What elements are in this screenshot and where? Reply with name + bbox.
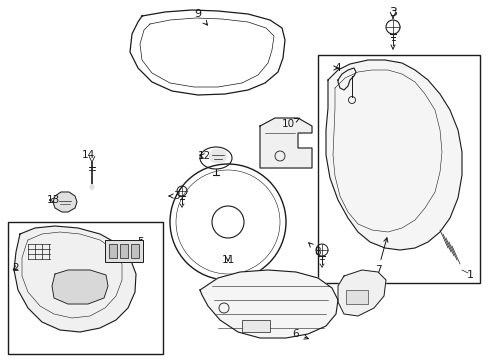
Bar [242, 320, 270, 332]
Ellipse shape [90, 184, 94, 189]
Polygon shape [260, 118, 312, 168]
Polygon shape [52, 270, 108, 304]
Polygon shape [53, 192, 77, 212]
Bar [120, 244, 128, 258]
Text: 8: 8 [309, 243, 321, 257]
Bar [131, 244, 139, 258]
Text: 4: 4 [334, 63, 342, 73]
Text: 5: 5 [137, 237, 143, 247]
Text: 14: 14 [81, 150, 95, 160]
Text: 9: 9 [195, 9, 207, 25]
Ellipse shape [209, 149, 227, 163]
Polygon shape [338, 270, 386, 316]
Polygon shape [200, 270, 338, 338]
Text: 12: 12 [197, 151, 211, 161]
Bar [318, 55, 480, 283]
Text: 3: 3 [389, 6, 397, 19]
Text: 1: 1 [466, 270, 473, 280]
Text: 3: 3 [169, 191, 179, 201]
Bar [8, 222, 163, 354]
Text: 6: 6 [293, 329, 308, 339]
Text: 13: 13 [47, 195, 60, 205]
Bar [109, 244, 117, 258]
Bar [105, 240, 143, 262]
Text: 2: 2 [13, 263, 19, 273]
Text: 10: 10 [281, 118, 300, 129]
Text: 11: 11 [221, 255, 235, 265]
Polygon shape [14, 226, 136, 332]
Bar [346, 290, 368, 304]
Polygon shape [326, 60, 462, 250]
Text: 7: 7 [375, 238, 388, 275]
